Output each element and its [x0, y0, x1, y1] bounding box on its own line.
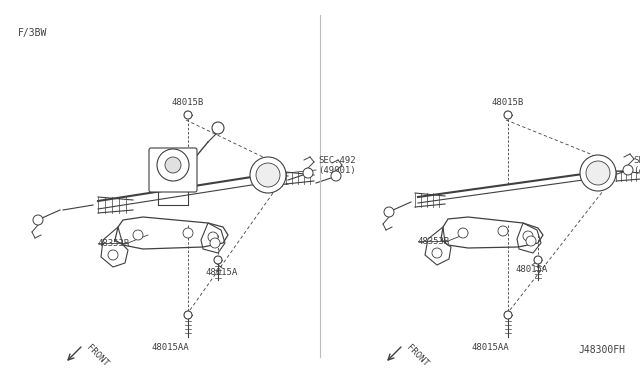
- Text: (49001): (49001): [318, 166, 356, 175]
- Circle shape: [108, 250, 118, 260]
- FancyBboxPatch shape: [149, 148, 197, 192]
- Circle shape: [580, 155, 616, 191]
- Circle shape: [504, 311, 512, 319]
- Circle shape: [212, 122, 224, 134]
- Circle shape: [256, 163, 280, 187]
- Circle shape: [534, 256, 542, 264]
- Text: 48015AA: 48015AA: [151, 343, 189, 352]
- Text: 48015AA: 48015AA: [471, 343, 509, 352]
- Circle shape: [498, 226, 508, 236]
- Circle shape: [384, 207, 394, 217]
- Circle shape: [331, 171, 341, 181]
- Text: SEC.492: SEC.492: [633, 156, 640, 165]
- Circle shape: [214, 256, 222, 264]
- Text: 48015A: 48015A: [206, 268, 238, 277]
- Circle shape: [623, 165, 633, 175]
- Circle shape: [458, 228, 468, 238]
- Circle shape: [586, 161, 610, 185]
- Text: SEC.492: SEC.492: [318, 156, 356, 165]
- Text: 48015A: 48015A: [516, 265, 548, 274]
- Circle shape: [504, 111, 512, 119]
- Circle shape: [165, 157, 181, 173]
- Circle shape: [250, 157, 286, 193]
- Circle shape: [183, 228, 193, 238]
- Circle shape: [157, 149, 189, 181]
- Circle shape: [523, 231, 533, 241]
- Text: 48353R: 48353R: [98, 238, 131, 247]
- Circle shape: [526, 236, 536, 246]
- Circle shape: [133, 230, 143, 240]
- Circle shape: [432, 248, 442, 258]
- Circle shape: [184, 311, 192, 319]
- Text: FRONT: FRONT: [405, 343, 430, 368]
- Circle shape: [184, 111, 192, 119]
- Text: J48300FH: J48300FH: [578, 345, 625, 355]
- Text: 48015B: 48015B: [172, 98, 204, 107]
- Circle shape: [208, 232, 218, 242]
- Text: FRONT: FRONT: [85, 343, 110, 368]
- Circle shape: [303, 168, 313, 178]
- Text: 48353R: 48353R: [418, 237, 451, 246]
- Text: F/3BW: F/3BW: [18, 28, 47, 38]
- Text: (49001): (49001): [633, 166, 640, 175]
- Text: 48015B: 48015B: [492, 98, 524, 107]
- Circle shape: [210, 238, 220, 248]
- Circle shape: [33, 215, 43, 225]
